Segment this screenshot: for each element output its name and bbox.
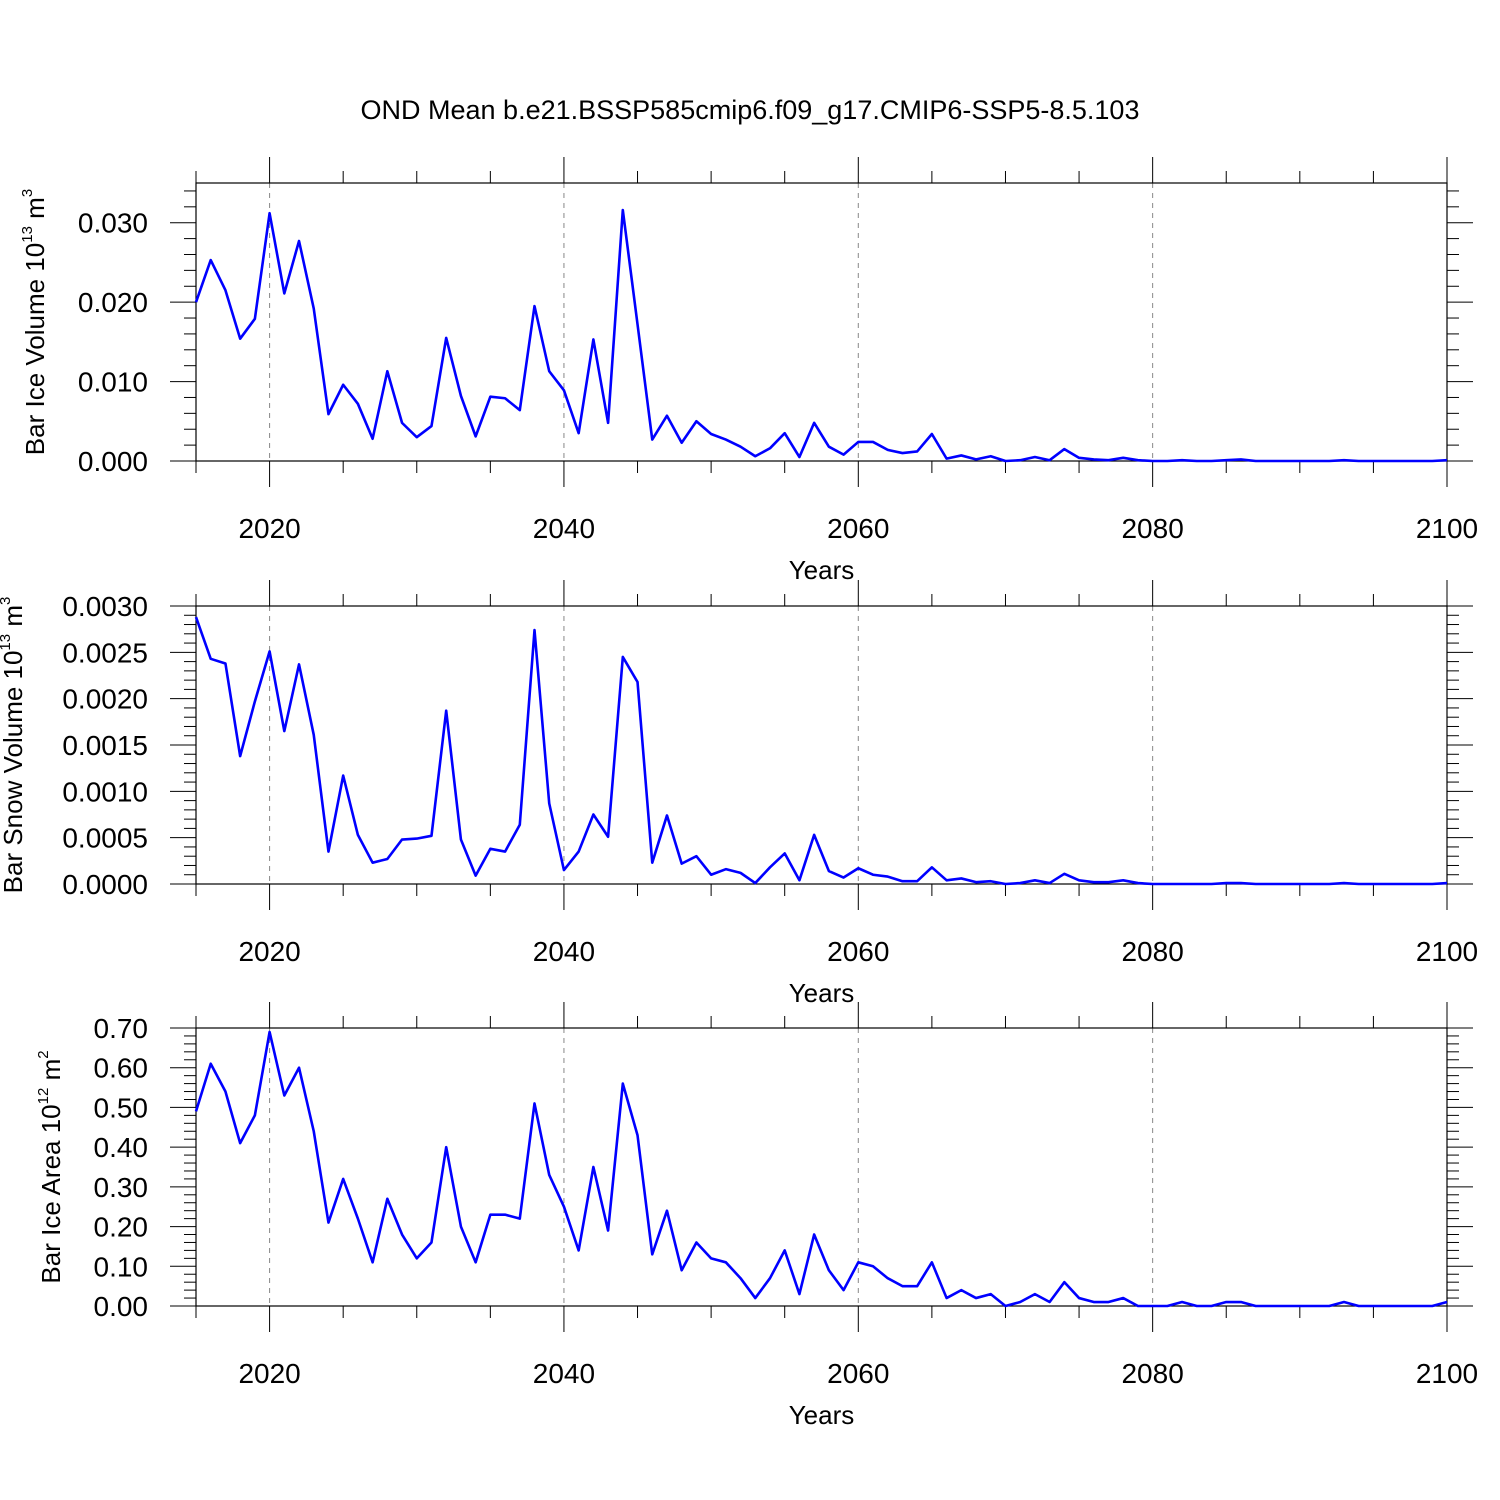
y-axis-title-part: m	[0, 605, 28, 634]
y-tick-label: 0.0000	[62, 869, 148, 900]
y-axis-title-part: Bar Snow Volume 10	[0, 651, 28, 894]
y-tick-label: 0.50	[94, 1092, 149, 1123]
x-tick-label: 2040	[533, 513, 595, 544]
y-axis-title-superscript: 3	[19, 189, 36, 197]
y-tick-label: 0.20	[94, 1212, 149, 1243]
y-axis-title: Bar Ice Area 1012 m2	[35, 1050, 66, 1283]
y-axis-title: Bar Snow Volume 1013 m3	[0, 597, 28, 894]
y-tick-label: 0.60	[94, 1053, 149, 1084]
data-series-line	[194, 1030, 1448, 1308]
y-tick-label: 0.030	[78, 208, 148, 239]
y-axis-title-part: Bar Ice Area 10	[36, 1104, 66, 1283]
y-tick-label: 0.0030	[62, 591, 148, 622]
x-axis-title: Years	[789, 978, 855, 1008]
y-tick-label: 0.000	[78, 446, 148, 477]
x-tick-label: 2020	[238, 936, 300, 967]
y-tick-label: 0.40	[94, 1132, 149, 1163]
y-axis-title-superscript: 2	[35, 1050, 52, 1058]
y-axis-title-superscript: 13	[0, 634, 14, 651]
y-tick-label: 0.0010	[62, 776, 148, 807]
y-axis-title-superscript: 3	[0, 597, 14, 605]
x-axis-title: Years	[789, 1400, 855, 1430]
x-tick-label: 2040	[533, 1358, 595, 1389]
plot-frame	[195, 605, 1448, 885]
y-axis-title-part: Bar Ice Volume 10	[20, 243, 50, 455]
x-tick-label: 2080	[1121, 1358, 1183, 1389]
y-tick-label: 0.70	[94, 1013, 149, 1044]
y-axis-title-superscript: 13	[19, 226, 36, 243]
x-tick-label: 2100	[1416, 936, 1478, 967]
y-tick-label: 0.0025	[62, 637, 148, 668]
y-tick-label: 0.00	[94, 1291, 149, 1322]
y-axis-title-superscript: 12	[35, 1088, 52, 1105]
panel-snow-volume: 0.0000 0.0005 0.0010 0.0015 0.0020 0.0025 0.00…	[0, 580, 1478, 1008]
x-axis-title: Years	[789, 555, 855, 585]
y-tick-label: 0.0015	[62, 730, 148, 761]
x-tick-label: 2020	[238, 1358, 300, 1389]
x-tick-label: 2060	[827, 513, 889, 544]
y-axis-title-part: m	[20, 197, 50, 226]
y-tick-label: 0.020	[78, 287, 148, 318]
data-series-line	[194, 616, 1448, 886]
x-tick-label: 2100	[1416, 1358, 1478, 1389]
x-tick-label: 2080	[1121, 936, 1183, 967]
panel-ice-area: 0.00 0.10 0.20 0.30 0.40 0.50 0.60 0.70 2020 2040…	[35, 1002, 1478, 1430]
x-tick-label: 2060	[827, 936, 889, 967]
plot-frame	[195, 1027, 1448, 1307]
y-tick-label: 0.0005	[62, 823, 148, 854]
x-tick-label: 2040	[533, 936, 595, 967]
plot-frame	[195, 182, 1448, 462]
chart-title: OND Mean b.e21.BSSP585cmip6.f09_g17.CMIP…	[361, 95, 1140, 125]
y-tick-label: 0.10	[94, 1251, 149, 1282]
y-axis-title-part: m	[36, 1059, 66, 1088]
x-tick-label: 2080	[1121, 513, 1183, 544]
data-series-line	[194, 208, 1448, 463]
y-tick-label: 0.010	[78, 367, 148, 398]
y-tick-label: 0.0020	[62, 684, 148, 715]
y-axis-title: Bar Ice Volume 1013 m3	[19, 189, 50, 455]
x-tick-label: 2060	[827, 1358, 889, 1389]
y-tick-label: 0.30	[94, 1172, 149, 1203]
panel-ice-volume: 0.000 0.010 0.020 0.030 2020 2040 2060 2080 2100…	[19, 157, 1478, 585]
x-tick-label: 2100	[1416, 513, 1478, 544]
x-tick-label: 2020	[238, 513, 300, 544]
